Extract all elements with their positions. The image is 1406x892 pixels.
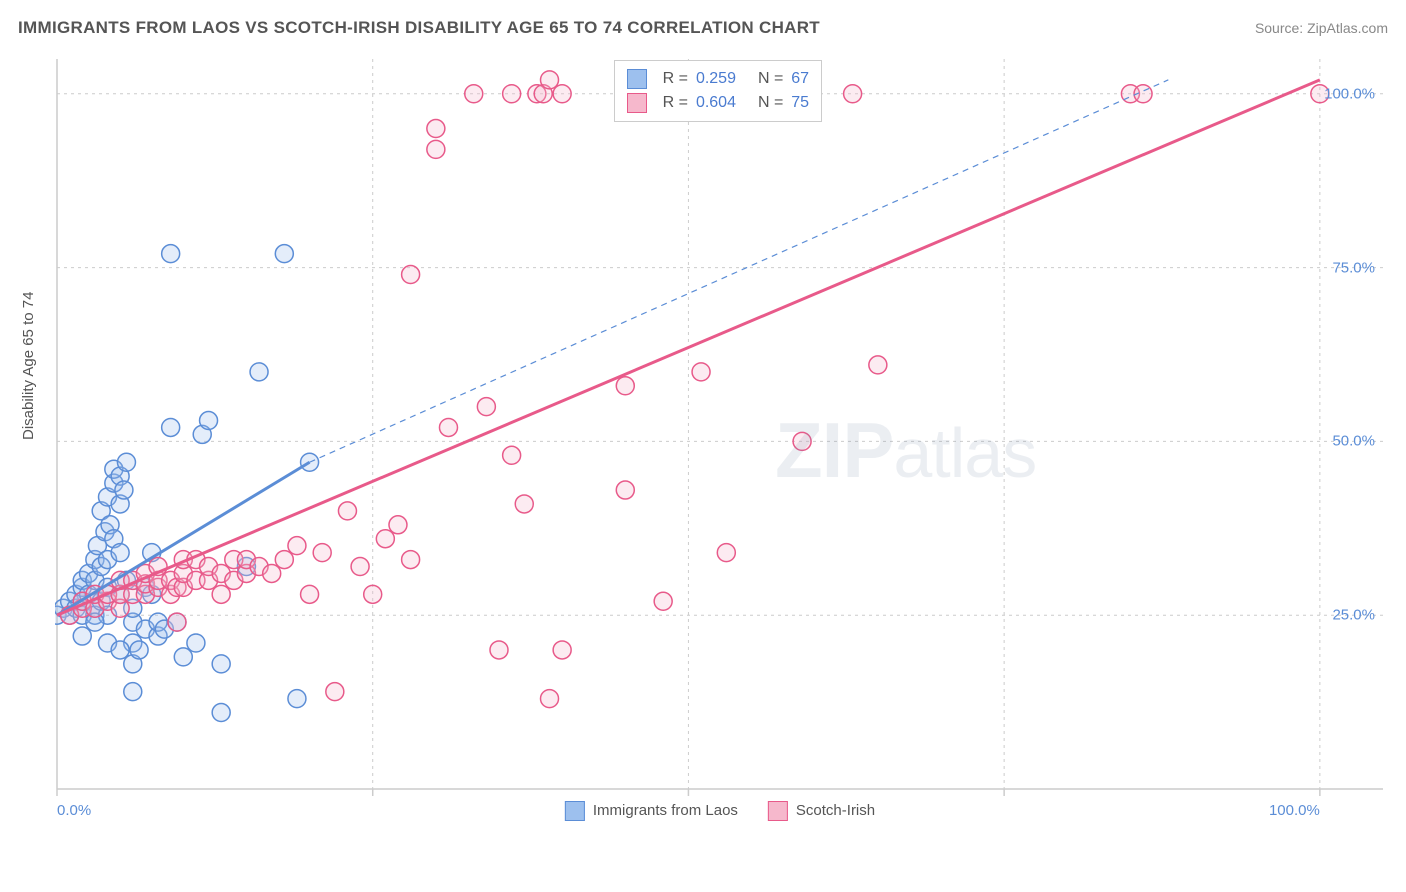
data-point xyxy=(402,266,420,284)
plot-area: ZIPatlas R =0.259N =67R =0.604N =75 25.0… xyxy=(55,55,1385,825)
source-label: Source: ZipAtlas.com xyxy=(1255,20,1388,36)
data-point xyxy=(389,516,407,534)
data-point xyxy=(162,245,180,263)
r-label: R = xyxy=(663,94,688,112)
y-tick-label: 25.0% xyxy=(1332,607,1375,624)
data-point xyxy=(553,85,571,103)
data-point xyxy=(111,544,129,562)
r-label: R = xyxy=(663,70,688,88)
legend-stat-row: R = 0.604 N = 75 xyxy=(627,91,809,115)
legend-swatch xyxy=(627,69,647,89)
n-label: N = xyxy=(758,70,783,88)
data-point xyxy=(503,446,521,464)
data-point xyxy=(124,683,142,701)
data-point xyxy=(490,641,508,659)
data-point xyxy=(212,655,230,673)
n-value: 75 xyxy=(791,94,809,112)
data-point xyxy=(212,585,230,603)
legend-item: Scotch-Irish xyxy=(768,801,875,821)
data-point xyxy=(288,537,306,555)
r-value: 0.259 xyxy=(696,70,750,88)
data-point xyxy=(301,585,319,603)
legend-swatch xyxy=(565,801,585,821)
data-point xyxy=(111,641,129,659)
data-point xyxy=(275,551,293,569)
legend-label: Scotch-Irish xyxy=(796,802,875,819)
data-point xyxy=(439,418,457,436)
y-axis-label: Disability Age 65 to 74 xyxy=(20,292,37,440)
data-point xyxy=(326,683,344,701)
legend-label: Immigrants from Laos xyxy=(593,802,738,819)
data-point xyxy=(541,690,559,708)
legend-swatch xyxy=(627,93,647,113)
y-tick-label: 50.0% xyxy=(1332,433,1375,450)
y-tick-label: 75.0% xyxy=(1332,259,1375,276)
n-value: 67 xyxy=(791,70,809,88)
data-point xyxy=(174,648,192,666)
data-point xyxy=(654,592,672,610)
data-point xyxy=(115,481,133,499)
legend-item: Immigrants from Laos xyxy=(565,801,738,821)
data-point xyxy=(553,641,571,659)
data-point xyxy=(313,544,331,562)
r-value: 0.604 xyxy=(696,94,750,112)
data-point xyxy=(73,627,91,645)
data-point xyxy=(117,453,135,471)
data-point xyxy=(212,704,230,722)
data-point xyxy=(263,564,281,582)
data-point xyxy=(130,641,148,659)
data-point xyxy=(351,558,369,576)
data-point xyxy=(168,613,186,631)
data-point xyxy=(402,551,420,569)
data-point xyxy=(250,363,268,381)
data-point xyxy=(200,412,218,430)
data-point xyxy=(515,495,533,513)
series-legend: Immigrants from Laos Scotch-Irish xyxy=(565,801,875,821)
data-point xyxy=(692,363,710,381)
trend-line xyxy=(57,80,1320,615)
x-tick-label: 0.0% xyxy=(57,802,91,819)
legend-stat-row: R = 0.259 N = 67 xyxy=(627,67,809,91)
legend-swatch xyxy=(768,801,788,821)
n-label: N = xyxy=(758,94,783,112)
data-point xyxy=(187,634,205,652)
data-point xyxy=(503,85,521,103)
data-point xyxy=(616,481,634,499)
data-point xyxy=(427,140,445,158)
scatter-chart xyxy=(55,55,1385,825)
data-point xyxy=(844,85,862,103)
data-point xyxy=(477,398,495,416)
data-point xyxy=(162,418,180,436)
data-point xyxy=(275,245,293,263)
data-point xyxy=(869,356,887,374)
data-point xyxy=(338,502,356,520)
data-point xyxy=(427,120,445,138)
data-point xyxy=(717,544,735,562)
data-point xyxy=(793,432,811,450)
chart-title: IMMIGRANTS FROM LAOS VS SCOTCH-IRISH DIS… xyxy=(18,18,820,38)
data-point xyxy=(376,530,394,548)
data-point xyxy=(465,85,483,103)
stats-legend: R = 0.259 N = 67 R = 0.604 N = 75 xyxy=(614,60,822,122)
x-tick-label: 100.0% xyxy=(1269,802,1320,819)
data-point xyxy=(364,585,382,603)
data-point xyxy=(288,690,306,708)
data-point xyxy=(541,71,559,89)
y-tick-label: 100.0% xyxy=(1324,85,1375,102)
data-point xyxy=(616,377,634,395)
